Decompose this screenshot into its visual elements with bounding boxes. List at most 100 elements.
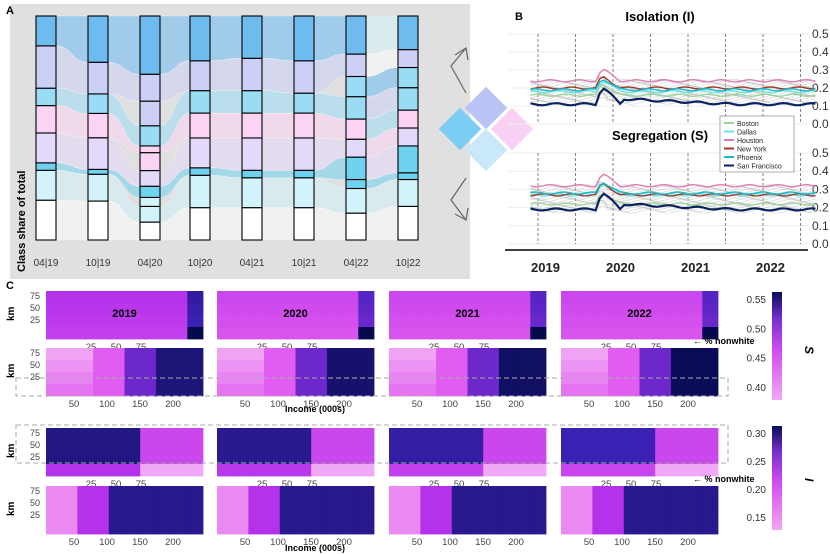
- heatmap-cell: [592, 522, 609, 535]
- heatmap-ylabel: km: [6, 363, 17, 378]
- heatmap-cell: [702, 384, 719, 397]
- heatmap-x-tick: 100: [614, 537, 630, 548]
- y-tick-label: 0.5: [812, 27, 829, 41]
- heatmap-x-tick: 200: [508, 537, 524, 548]
- heatmap-cell: [467, 348, 484, 361]
- heatmap-x-tick: 75: [136, 479, 147, 490]
- heatmap-cell: [483, 315, 500, 328]
- heatmap-cell: [436, 315, 453, 328]
- heatmap-cell: [140, 303, 157, 316]
- heatmap-cell: [670, 303, 687, 316]
- heatmap-cell: [77, 522, 94, 535]
- heatmap-cell: [108, 522, 125, 535]
- heatmap-cell: [467, 522, 484, 535]
- heatmap-cell: [326, 327, 343, 340]
- heatmap-cell: [326, 384, 343, 397]
- heatmap-cell: [217, 360, 234, 373]
- heatmap-cell: [358, 440, 375, 453]
- heatmap-cell: [46, 372, 63, 385]
- heatmap-cell: [46, 522, 63, 535]
- heatmap-cell: [61, 440, 78, 453]
- y-tick-label: 0.0: [812, 117, 829, 131]
- heatmap-x-tick: 75: [307, 342, 318, 353]
- heatmap-cell: [436, 384, 453, 397]
- heatmap-cell: [217, 327, 234, 340]
- heatmap-x-tick: 50: [584, 537, 595, 548]
- heatmap-cell: [623, 498, 640, 511]
- dashed-box-i: [15, 424, 729, 464]
- legend-label: San Francisco: [737, 163, 782, 170]
- heatmap-x-tick: 75: [479, 479, 490, 490]
- heatmap-cell: [702, 372, 719, 385]
- heatmap-x-tick: 50: [454, 479, 465, 490]
- heatmap-cell: [311, 522, 328, 535]
- heatmap-cell: [404, 384, 421, 397]
- heatmap-cell: [389, 348, 406, 361]
- heatmap-cell: [232, 303, 249, 316]
- heatmap-cell: [623, 291, 640, 304]
- heatmap-cell: [389, 464, 406, 477]
- heatmap-cell: [248, 315, 265, 328]
- heatmap-cell: [279, 522, 296, 535]
- heatmap-y-tick: 25: [30, 315, 40, 325]
- heatmap-x-tick: 25: [257, 342, 268, 353]
- heatmap-cell: [592, 486, 609, 499]
- heatmap-cell: [326, 303, 343, 316]
- panel-a-x-axis: 04|19 10|19 04|20 10|20 04|21 10|21 04|22 10|22: [34, 258, 421, 269]
- heatmap-cell: [608, 452, 625, 465]
- alluvial-block: [35, 169, 57, 201]
- heatmap-cell: [295, 522, 312, 535]
- heatmap-x-tick: 150: [475, 537, 491, 548]
- heatmap-cell: [639, 315, 656, 328]
- heatmap-cell: [326, 291, 343, 304]
- heatmap-cell: [46, 303, 63, 316]
- heatmap-cell: [326, 498, 343, 511]
- panel-b-label: B: [515, 11, 523, 23]
- heatmap-cell: [217, 348, 234, 361]
- heatmap-x-tick: 75: [479, 342, 490, 353]
- heatmap-cell: [217, 498, 234, 511]
- heatmap-cell: [576, 360, 593, 373]
- heatmap-cell: [592, 315, 609, 328]
- heatmap-cell: [124, 486, 141, 499]
- heatmap-cell: [389, 327, 406, 340]
- heatmap-cell: [686, 348, 703, 361]
- heatmap-cell: [264, 315, 281, 328]
- heatmap-cell: [576, 315, 593, 328]
- dashed-box-s: [15, 377, 729, 397]
- y-tick-label: 0.4: [812, 45, 829, 59]
- heatmap-cell: [61, 384, 78, 397]
- heatmap-cell: [498, 452, 515, 465]
- heatmap-cell: [576, 428, 593, 441]
- heatmap-x-tick: 50: [111, 479, 122, 490]
- heatmap-y-tick: 50: [30, 360, 40, 370]
- heatmap-cell: [639, 348, 656, 361]
- heatmap-cell: [576, 498, 593, 511]
- alluvial-bars: [35, 15, 419, 241]
- heatmap-cell: [77, 452, 94, 465]
- heatmap-cell: [623, 303, 640, 316]
- heatmap-x-tick: 50: [282, 479, 293, 490]
- heatmap-cell: [655, 327, 672, 340]
- heatmap-cell: [404, 315, 421, 328]
- heatmap-cell: [93, 440, 110, 453]
- heatmap-cell: [451, 510, 468, 523]
- x-tick-label: 2022: [756, 260, 785, 275]
- heatmap-cell: [171, 452, 188, 465]
- heatmap-y-tick: 75: [30, 486, 40, 496]
- isolation-title: Isolation (I): [625, 9, 694, 24]
- heatmap-cell: [530, 498, 547, 511]
- heatmap-cell: [77, 360, 94, 373]
- alluvial-block: [139, 15, 161, 75]
- heatmap-cell: [124, 348, 141, 361]
- heatmap-cell: [655, 315, 672, 328]
- heatmap-cell: [140, 498, 157, 511]
- heatmap-cell: [61, 510, 78, 523]
- heatmap-cell: [358, 486, 375, 499]
- heatmap-cell: [264, 486, 281, 499]
- heatmap-cell: [404, 428, 421, 441]
- heatmap-cell: [155, 360, 172, 373]
- x-tick-label: 04|22: [344, 258, 369, 269]
- alluvial-flow: [261, 90, 295, 114]
